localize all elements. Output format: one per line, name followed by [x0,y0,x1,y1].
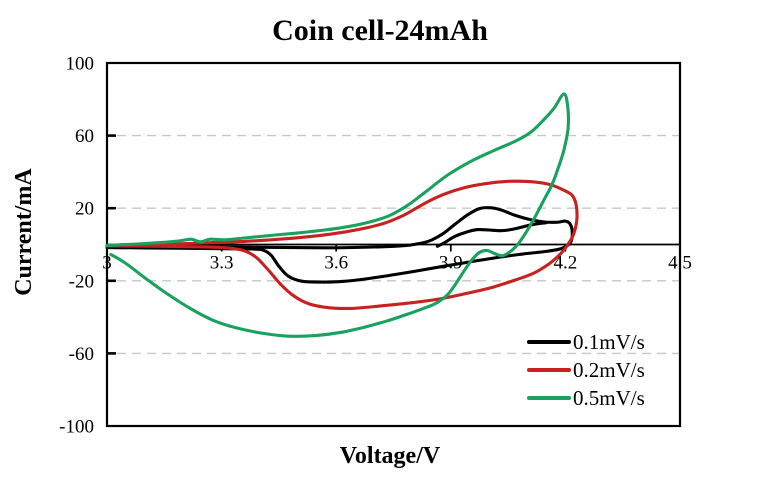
legend-line-black [527,340,571,344]
x-axis-title: Voltage/V [339,443,441,469]
x-tick-label: 4.5 [668,253,692,274]
cv-curve-0.2mV/s [105,179,579,311]
y-tick-label: -20 [69,271,94,292]
legend-item-0.1mVs: 0.1mV/s [527,328,645,356]
legend-label: 0.5mV/s [573,385,645,410]
legend-label: 0.1mV/s [573,329,645,354]
y-tick-label: 60 [75,126,94,147]
x-tick-label: 3 [102,253,112,274]
y-tick-label: 100 [66,54,95,75]
x-tick-label: 3.9 [439,253,463,274]
y-tick-label: 20 [75,199,94,220]
legend-line-red [527,368,571,372]
cv-curve-0.1mV/s [435,221,548,248]
legend-line-green [527,396,571,400]
legend-item-0.5mVs: 0.5mV/s [527,384,645,412]
chart-title: Coin cell-24mAh [272,14,488,47]
legend-item-0.2mVs: 0.2mV/s [527,356,645,384]
y-tick-label: -100 [59,417,94,438]
y-tick-label: -60 [69,344,94,365]
cv-curve-0.5mV/s [105,92,570,338]
x-tick-label: 3.3 [210,253,234,274]
legend-label: 0.2mV/s [573,357,645,382]
x-tick-label: 3.6 [324,253,348,274]
x-tick-label: 4.2 [554,253,578,274]
